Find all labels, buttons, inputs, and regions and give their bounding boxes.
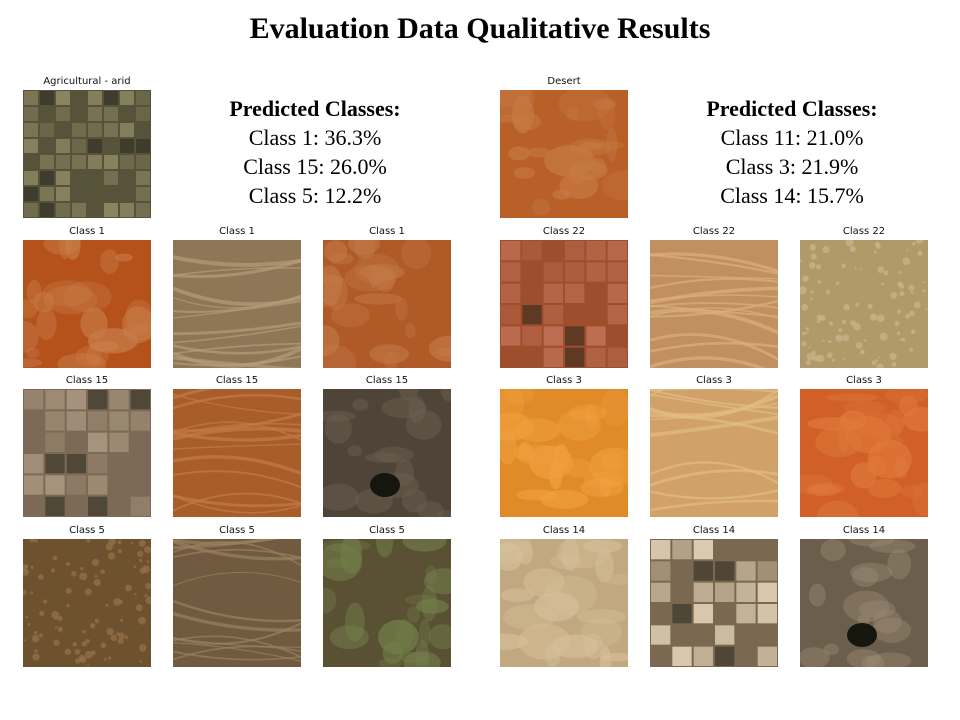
prediction-line: Class 15: 26.0%	[243, 154, 387, 179]
retrieved-image	[323, 539, 451, 667]
retrieved-class-label: Class 14	[842, 525, 886, 536]
retrieved-class-label: Class 3	[696, 375, 732, 386]
retrieved-class-label: Class 3	[546, 375, 582, 386]
retrieved-class-label: Class 5	[369, 525, 405, 536]
retrieved-class-label: Class 15	[215, 375, 259, 386]
retrieved-class-label: Class 15	[65, 375, 109, 386]
retrieved-class-label: Class 1	[369, 226, 405, 237]
retrieved-image	[800, 240, 928, 368]
query-desert-image	[500, 90, 628, 218]
prediction-line: Class 5: 12.2%	[248, 183, 382, 208]
page-title: Evaluation Data Qualitative Results	[249, 12, 711, 45]
retrieved-image	[173, 240, 301, 368]
retrieved-class-label: Class 22	[842, 226, 886, 237]
retrieved-image	[500, 240, 628, 368]
retrieved-class-label: Class 22	[692, 226, 736, 237]
retrieved-image	[23, 389, 151, 517]
predicted-classes-heading: Predicted Classes:	[706, 96, 878, 121]
retrieved-image	[323, 240, 451, 368]
results-panel-desert: Desert Predicted Classes: Class 11: 21.0…	[487, 70, 947, 680]
retrieved-image	[323, 389, 451, 517]
predicted-classes-heading: Predicted Classes:	[229, 96, 401, 121]
retrieved-class-label: Class 3	[846, 375, 882, 386]
query-label: Desert	[547, 76, 581, 87]
retrieved-image	[650, 240, 778, 368]
retrieved-image	[500, 389, 628, 517]
retrieved-class-label: Class 22	[542, 226, 586, 237]
retrieved-image	[800, 389, 928, 517]
retrieved-image	[650, 389, 778, 517]
retrieved-image	[500, 539, 628, 667]
retrieved-class-label: Class 14	[542, 525, 586, 536]
retrieved-image	[173, 539, 301, 667]
retrieved-image	[173, 389, 301, 517]
prediction-line: Class 3: 21.9%	[725, 154, 859, 179]
prediction-line: Class 1: 36.3%	[248, 125, 382, 150]
retrieved-image	[800, 539, 928, 667]
prediction-line: Class 14: 15.7%	[720, 183, 864, 208]
retrieved-class-label: Class 5	[69, 525, 105, 536]
retrieved-class-label: Class 14	[692, 525, 736, 536]
retrieved-image	[23, 539, 151, 667]
query-agricultural-arid-image	[23, 90, 151, 218]
predicted-classes-box: Predicted Classes: Class 1: 36.3% Class …	[210, 94, 420, 210]
retrieved-class-label: Class 1	[219, 226, 255, 237]
query-label: Agricultural - arid	[43, 76, 131, 87]
retrieved-class-label: Class 15	[365, 375, 409, 386]
retrieved-image	[650, 539, 778, 667]
retrieved-class-label: Class 1	[69, 226, 105, 237]
results-panel-agricultural-arid: Agricultural - arid Predicted Classes: C…	[10, 70, 470, 680]
prediction-line: Class 11: 21.0%	[720, 125, 864, 150]
retrieved-class-label: Class 5	[219, 525, 255, 536]
predicted-classes-box: Predicted Classes: Class 11: 21.0% Class…	[687, 94, 897, 210]
retrieved-image	[23, 240, 151, 368]
